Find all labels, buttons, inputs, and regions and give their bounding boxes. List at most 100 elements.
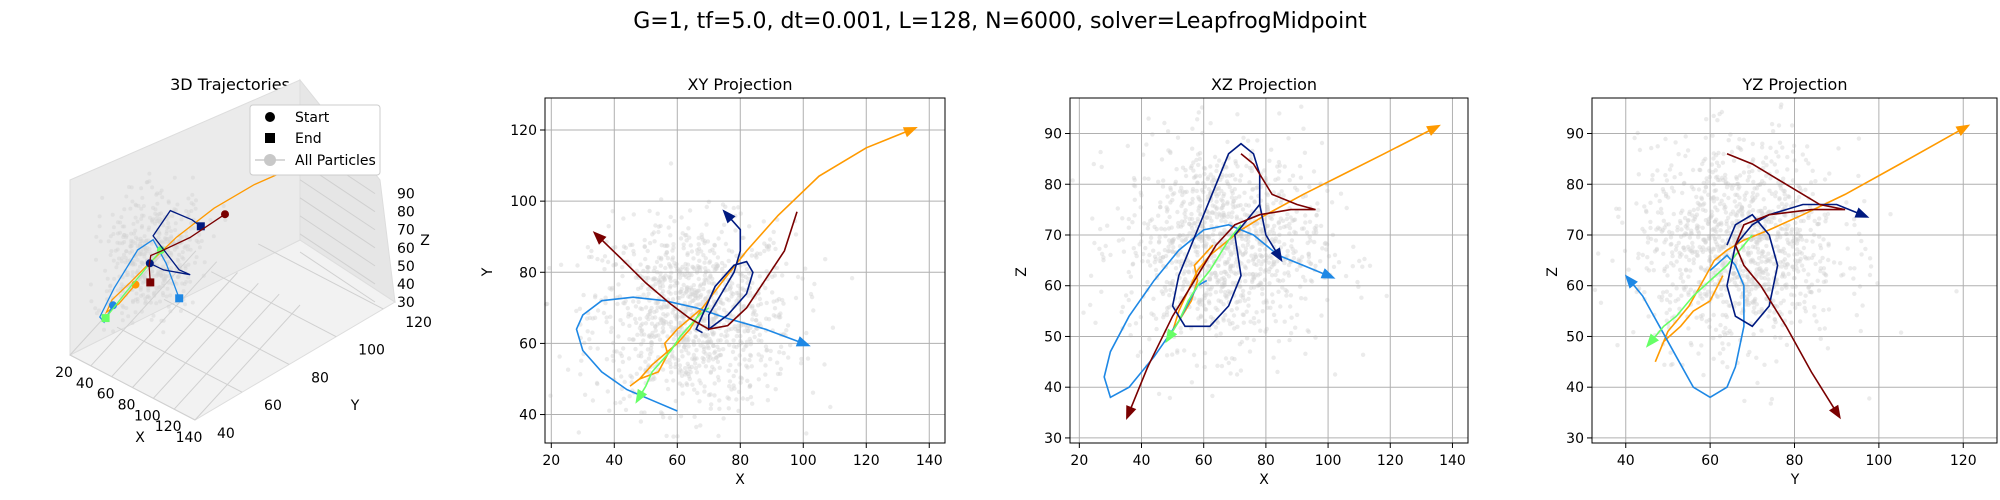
particle-point	[1760, 270, 1765, 275]
particle-point	[1237, 249, 1242, 254]
particle-point	[1240, 292, 1246, 298]
particle-point	[798, 361, 804, 366]
particle-point	[1678, 275, 1684, 280]
particle-point	[1769, 159, 1774, 164]
particle-point	[1774, 277, 1780, 282]
particle-point	[1173, 266, 1179, 271]
particle-point	[134, 235, 138, 240]
particle-point	[159, 274, 164, 279]
particle-point	[704, 222, 709, 227]
particle-point	[1227, 292, 1232, 297]
particle-point	[1648, 200, 1653, 205]
particle-point	[1307, 234, 1312, 240]
particle-point	[1224, 165, 1229, 170]
particle-point	[621, 216, 626, 221]
particle-point	[183, 266, 188, 271]
particle-point	[136, 203, 141, 208]
particle-point	[1781, 246, 1786, 252]
trajectory-line-3d	[148, 213, 226, 283]
particle-point	[94, 257, 98, 262]
particle-point	[1176, 259, 1181, 264]
particle-point	[1299, 254, 1305, 260]
particle-point	[1242, 264, 1248, 269]
particle-point	[1713, 239, 1718, 245]
particle-point	[1203, 293, 1209, 298]
particle-point	[119, 215, 124, 220]
particle-point	[771, 229, 776, 235]
particle-point	[142, 234, 147, 239]
particle-point	[165, 286, 170, 291]
particle-point	[1681, 181, 1687, 186]
particle-point	[1255, 210, 1261, 216]
particle-point	[707, 352, 712, 357]
particle-point	[625, 306, 630, 311]
particle-point	[169, 234, 174, 239]
particle-point	[707, 260, 712, 265]
particle-point	[1764, 235, 1769, 240]
particle-point	[1221, 316, 1226, 321]
particle-point	[1312, 226, 1318, 231]
particle-point	[143, 245, 148, 250]
particle-point	[1183, 277, 1188, 282]
particle-point	[1711, 247, 1717, 252]
particle-point	[1157, 235, 1162, 240]
particle-point	[637, 316, 643, 321]
particle-point	[589, 248, 594, 254]
particle-point	[166, 273, 171, 278]
particle-point	[1243, 279, 1248, 284]
particle-point	[1734, 204, 1739, 209]
particle-point	[186, 262, 191, 267]
z-tick-label-3d: 90	[397, 187, 415, 203]
particle-point	[1725, 228, 1730, 234]
particle-point	[143, 299, 148, 304]
particle-cloud	[544, 161, 855, 439]
particle-point	[97, 308, 101, 313]
particle-point	[1229, 308, 1234, 313]
particle-point	[1725, 330, 1730, 336]
particle-point	[686, 276, 691, 281]
particle-point	[748, 352, 753, 358]
particle-point	[1138, 205, 1143, 210]
particle-point	[140, 224, 145, 228]
particle-point	[1146, 176, 1151, 181]
trajectory-line	[597, 211, 798, 331]
particle-point	[1719, 222, 1724, 227]
particle-point	[1735, 210, 1740, 215]
particle-point	[1189, 216, 1195, 222]
particle-point	[1141, 152, 1146, 157]
particle-point	[1826, 243, 1831, 248]
particle-point	[1732, 280, 1738, 285]
particle-point	[1703, 240, 1708, 245]
x-tick-label-3d: 120	[155, 419, 182, 435]
particle-point	[1703, 185, 1709, 190]
particle-point	[726, 368, 731, 373]
particle-point	[706, 354, 711, 359]
particle-point	[714, 355, 719, 361]
particle-point	[1290, 173, 1296, 178]
particle-point	[1721, 202, 1727, 207]
particle-point	[701, 344, 706, 350]
particle-point	[756, 303, 761, 308]
particle-point	[1759, 211, 1765, 216]
particle-point	[670, 255, 676, 260]
particle-point	[1722, 268, 1728, 273]
particle-point	[670, 297, 676, 302]
trajectory-arrowhead	[1624, 274, 1638, 289]
particle-point	[743, 274, 748, 280]
particle-point	[1856, 173, 1861, 179]
particle-point	[1701, 158, 1706, 163]
particle-point	[770, 290, 775, 295]
particle-point	[622, 379, 627, 385]
particle-point	[647, 240, 653, 246]
particle-point	[1178, 224, 1184, 229]
particle-point	[1225, 139, 1230, 145]
particle-point	[1836, 146, 1841, 151]
particle-point	[1264, 224, 1270, 229]
particle-point	[1816, 288, 1822, 293]
particle-point	[631, 337, 636, 342]
particle-point	[823, 257, 828, 262]
particle-point	[1298, 258, 1303, 264]
particle-point	[1120, 237, 1126, 242]
particle-point	[1754, 237, 1759, 242]
legend: Start End All Particles	[249, 104, 381, 176]
